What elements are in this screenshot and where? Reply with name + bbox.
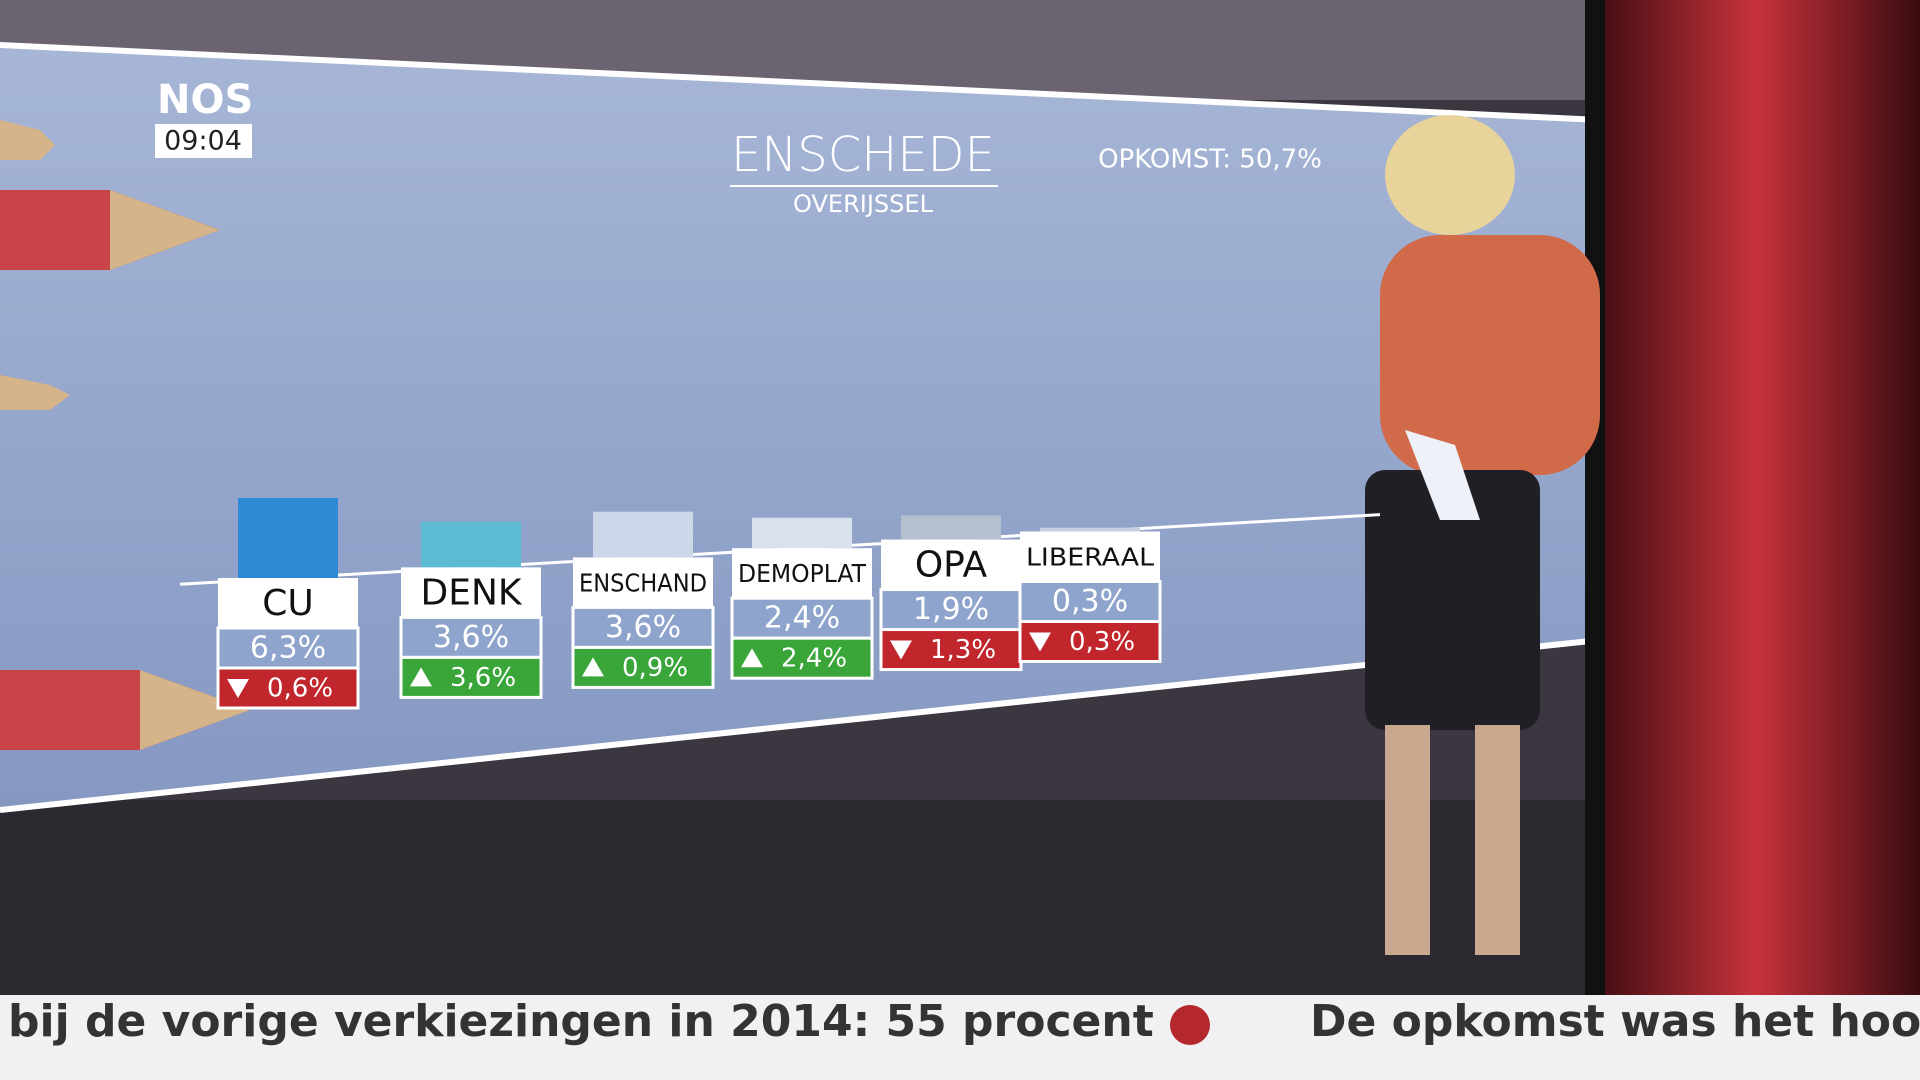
ticker-text: bij de vorige verkiezingen in 2014: 55 p… [8, 996, 1154, 1047]
value-label: 3,6% [605, 610, 681, 645]
party-name: DENK [420, 572, 522, 613]
value-label: 6,3% [250, 631, 326, 666]
party-name: ENSCHAND [579, 568, 707, 597]
change-label: 0,6% [267, 674, 333, 704]
party-name: CU [262, 583, 314, 624]
ticker-separator [1170, 1005, 1210, 1045]
change-arrow [227, 679, 249, 698]
change-arrow [410, 667, 432, 687]
label-cell [1020, 531, 1160, 582]
clock: 09:04 [164, 126, 242, 157]
bar [421, 521, 521, 568]
change-arrow [1029, 632, 1051, 652]
chart-title: ENSCHEDE [731, 127, 995, 183]
change-label: 0,9% [622, 653, 688, 683]
pencils [0, 120, 250, 750]
value-label: 0,3% [1052, 584, 1128, 619]
label-cell [573, 557, 713, 608]
panel-edge [1585, 0, 1605, 1000]
wall-edge [0, 637, 1601, 813]
time-box [155, 124, 252, 158]
change-arrow [741, 648, 763, 668]
value-cell [571, 605, 715, 649]
ticker-bar [0, 995, 1920, 1080]
value-label: 2,4% [764, 601, 840, 636]
party-name: LIBERAAL [1026, 542, 1154, 571]
presenter [1365, 115, 1600, 955]
party-name: OPA [915, 545, 988, 586]
value-label: 1,9% [913, 592, 989, 627]
label-cell [401, 567, 541, 618]
wall-edge [0, 42, 1601, 123]
value-cell [399, 615, 543, 659]
value-cell [730, 596, 874, 640]
turnout: OPKOMST: 50,7% [1098, 145, 1322, 175]
bar [593, 511, 693, 558]
party-name: DEMOPLAT [738, 559, 867, 588]
change-arrow [582, 657, 604, 677]
change-label: 3,6% [450, 663, 516, 693]
change-label: 2,4% [781, 644, 847, 674]
chart-subtitle: OVERIJSSEL [793, 190, 934, 218]
bar [1040, 527, 1140, 532]
change-label: 0,3% [1069, 627, 1135, 657]
bar [752, 517, 852, 549]
label-cell [881, 539, 1021, 590]
change-arrow [890, 640, 912, 660]
bar [238, 497, 338, 578]
ticker-text: De opkomst was het hoog [1310, 996, 1920, 1047]
red-panel [1590, 0, 1920, 1000]
value-label: 3,6% [433, 620, 509, 655]
logo: NOS [157, 77, 253, 123]
value-cell [1018, 579, 1162, 623]
bar [901, 515, 1001, 540]
label-cell [218, 578, 358, 628]
value-cell [216, 626, 360, 670]
label-cell [732, 548, 872, 599]
results: CU 6,3% 0,6% DENK 3,6% 3,6% ENSCHAND 3,6% 0,9% DE… [179, 497, 1381, 710]
change-label: 1,3% [930, 635, 996, 665]
